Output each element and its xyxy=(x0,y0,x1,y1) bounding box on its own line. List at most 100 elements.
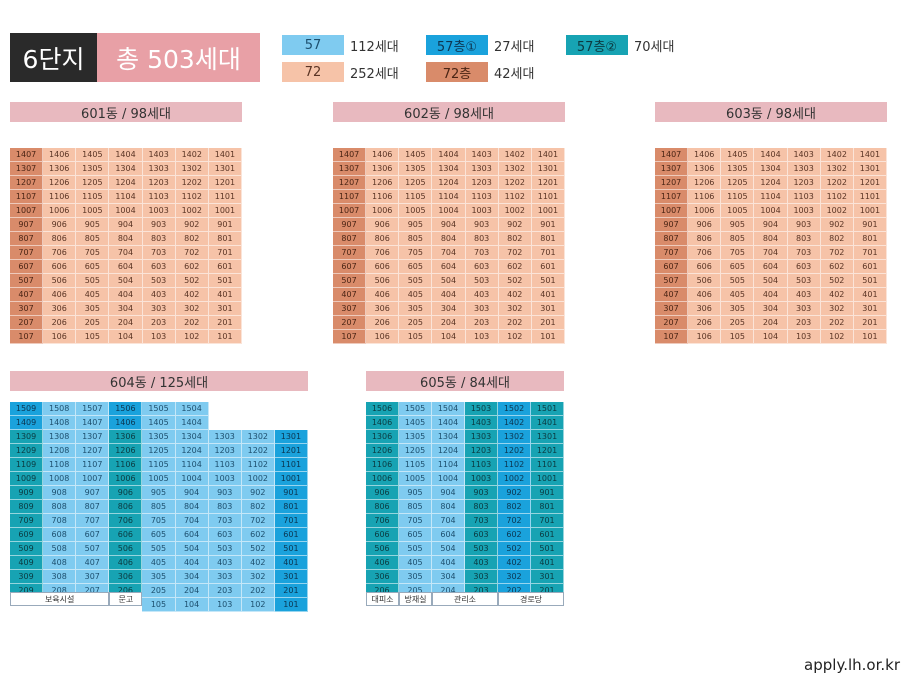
unit-cell: 705 xyxy=(399,514,432,528)
unit-cell: 505 xyxy=(399,274,433,288)
unit-cell: 503 xyxy=(142,274,176,288)
unit-cell: 906 xyxy=(366,218,400,232)
unit-cell: 1003 xyxy=(465,204,499,218)
unit-cell: 605 xyxy=(399,528,432,542)
unit-cell: 1306 xyxy=(366,162,400,176)
unit-cell: 1301 xyxy=(274,430,308,444)
unit-cell: 507 xyxy=(655,274,689,288)
unit-cell: 903 xyxy=(787,218,821,232)
unit-cell: 102 xyxy=(175,330,209,344)
unit-cell: 1005 xyxy=(142,472,176,486)
unit-cell: 306 xyxy=(366,302,400,316)
unit-cell: 1302 xyxy=(175,162,209,176)
unit-cell: 303 xyxy=(208,570,242,584)
unit-cell: 604 xyxy=(175,528,209,542)
unit-cell: 1002 xyxy=(498,204,532,218)
unit-cell: 604 xyxy=(432,528,465,542)
unit-cell: 405 xyxy=(76,288,110,302)
unit-cell: 204 xyxy=(432,316,466,330)
unit-cell: 1004 xyxy=(175,472,209,486)
building-602-header: 602동 / 98세대 xyxy=(333,102,565,122)
unit-cell: 106 xyxy=(43,330,77,344)
unit-cell: 101 xyxy=(531,330,565,344)
unit-cell: 304 xyxy=(109,302,143,316)
unit-cell: 1307 xyxy=(333,162,367,176)
unit-cell: 604 xyxy=(754,260,788,274)
empty-slot xyxy=(209,402,242,416)
unit-cell: 1205 xyxy=(399,444,432,458)
unit-cell: 1105 xyxy=(76,190,110,204)
unit-cell: 601 xyxy=(531,528,564,542)
unit-cell: 807 xyxy=(655,232,689,246)
legend: 57 112세대 57층① 27세대 57층② 70세대 72 252세대 72… xyxy=(282,32,702,88)
unit-cell: 103 xyxy=(142,330,176,344)
unit-cell: 1101 xyxy=(274,458,308,472)
unit-cell: 1406 xyxy=(688,148,722,162)
unit-cell: 1404 xyxy=(754,148,788,162)
unit-cell: 1204 xyxy=(432,176,466,190)
unit-cell: 201 xyxy=(274,584,308,598)
building-604: 604동 / 125세대 1509 1508 1507 1506 1505 1504 140… xyxy=(10,371,308,612)
unit-cell: 406 xyxy=(366,288,400,302)
unit-cell: 107 xyxy=(10,330,44,344)
unit-cell: 902 xyxy=(175,218,209,232)
unit-cell: 806 xyxy=(43,232,77,246)
unit-cell: 1307 xyxy=(655,162,689,176)
unit-cell: 1201 xyxy=(274,444,308,458)
unit-cell: 101 xyxy=(274,598,308,612)
unit-cell: 202 xyxy=(175,316,209,330)
unit-cell: 509 xyxy=(10,542,44,556)
legend-count-72a: 42세대 xyxy=(494,66,535,82)
unit-cell: 1306 xyxy=(688,162,722,176)
unit-cell: 1305 xyxy=(76,162,110,176)
unit-cell: 604 xyxy=(109,260,143,274)
unit-cell: 1206 xyxy=(43,176,77,190)
unit-cell: 1005 xyxy=(399,472,432,486)
unit-cell: 1003 xyxy=(787,204,821,218)
unit-cell: 502 xyxy=(498,274,532,288)
unit-cell: 506 xyxy=(43,274,77,288)
unit-cell: 904 xyxy=(432,218,466,232)
unit-cell: 1105 xyxy=(142,458,176,472)
unit-cell: 605 xyxy=(399,260,433,274)
unit-cell: 308 xyxy=(43,570,77,584)
unit-cell: 101 xyxy=(208,330,242,344)
unit-cell: 1007 xyxy=(10,204,44,218)
unit-cell: 301 xyxy=(274,570,308,584)
unit-cell: 1506 xyxy=(109,402,143,416)
unit-cell: 406 xyxy=(109,556,143,570)
unit-cell: 701 xyxy=(208,246,242,260)
unit-cell: 1201 xyxy=(531,444,564,458)
unit-cell: 703 xyxy=(787,246,821,260)
unit-cell: 805 xyxy=(721,232,755,246)
unit-cell: 702 xyxy=(175,246,209,260)
unit-cell: 902 xyxy=(498,218,532,232)
unit-cell: 1103 xyxy=(208,458,242,472)
unit-cell: 705 xyxy=(76,246,110,260)
unit-cell: 401 xyxy=(531,556,564,570)
unit-cell: 1507 xyxy=(76,402,110,416)
unit-cell: 305 xyxy=(399,570,432,584)
unit-cell: 1209 xyxy=(10,444,44,458)
unit-cell: 803 xyxy=(208,500,242,514)
legend-count-57b: 70세대 xyxy=(634,39,675,55)
unit-cell: 804 xyxy=(109,232,143,246)
unit-cell: 1205 xyxy=(142,444,176,458)
unit-cell: 1203 xyxy=(787,176,821,190)
unit-cell: 402 xyxy=(498,556,531,570)
unit-cell: 1303 xyxy=(465,162,499,176)
unit-cell: 1201 xyxy=(531,176,565,190)
unit-cell: 703 xyxy=(465,514,498,528)
unit-cell: 1405 xyxy=(721,148,755,162)
ground-facility-label: 대피소 xyxy=(366,592,399,606)
unit-cell: 706 xyxy=(43,246,77,260)
unit-cell: 1005 xyxy=(721,204,755,218)
unit-cell: 904 xyxy=(432,486,465,500)
unit-cell: 206 xyxy=(688,316,722,330)
unit-cell: 1108 xyxy=(43,458,77,472)
unit-cell: 205 xyxy=(142,584,176,598)
legend-swatch-72: 72 xyxy=(282,62,344,82)
unit-cell: 904 xyxy=(109,218,143,232)
unit-cell: 907 xyxy=(10,218,44,232)
unit-cell: 804 xyxy=(175,500,209,514)
